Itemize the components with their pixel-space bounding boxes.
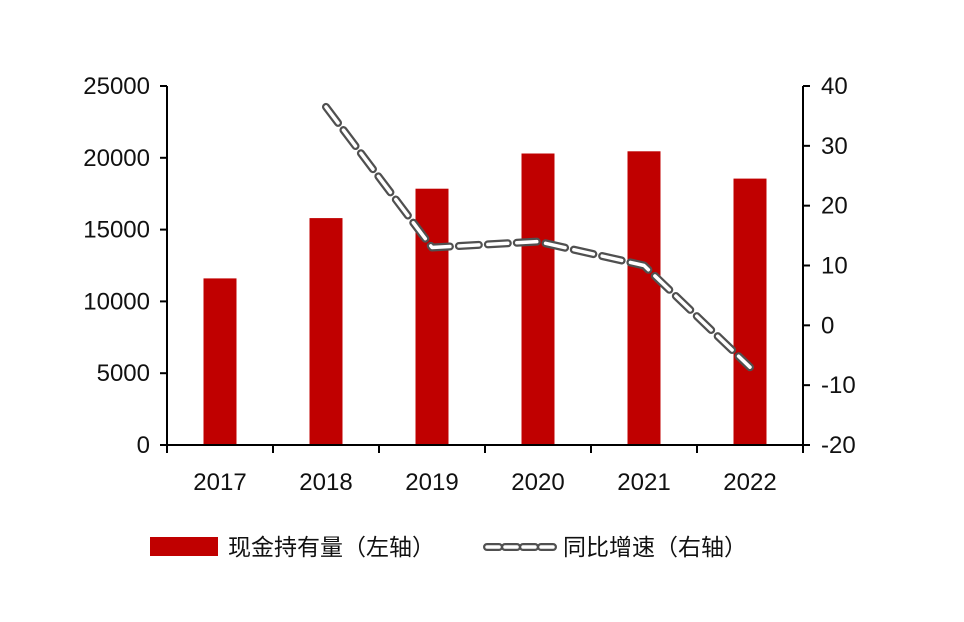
y-right-tick-label: -20 bbox=[821, 432, 856, 459]
y-right-tick-label: 0 bbox=[821, 312, 834, 339]
legend-bar-label: 现金持有量（左轴） bbox=[228, 535, 435, 561]
legend-line-label: 同比增速（右轴） bbox=[563, 535, 747, 561]
legend-bar-swatch bbox=[150, 537, 218, 556]
bar-2021 bbox=[627, 151, 661, 446]
y-right-tick-label: 10 bbox=[821, 253, 848, 280]
y-right-tick-label: -10 bbox=[821, 372, 856, 399]
y-right-tick-label: 20 bbox=[821, 193, 848, 220]
axes-group: 0 5000 10000 15000 20000 25000 -20 -10 0 10 20 30 40… bbox=[83, 73, 855, 496]
bar-group bbox=[203, 151, 767, 446]
x-tick-label: 2017 bbox=[193, 469, 246, 496]
bar-2020 bbox=[521, 153, 555, 445]
bar-2017 bbox=[203, 278, 237, 445]
x-tick-label: 2022 bbox=[723, 469, 776, 496]
bar-2022 bbox=[733, 178, 767, 445]
y-left-tick-label: 25000 bbox=[83, 73, 150, 100]
growth-line-group bbox=[322, 102, 754, 372]
x-tick-label: 2021 bbox=[617, 469, 670, 496]
y-right-tick-label: 30 bbox=[821, 133, 848, 160]
y-left-tick-label: 20000 bbox=[83, 145, 150, 172]
x-tick-label: 2018 bbox=[299, 469, 352, 496]
legend: 现金持有量（左轴） 同比增速（右轴） bbox=[150, 535, 747, 561]
bar-2018 bbox=[309, 218, 343, 445]
y-right-tick-label: 40 bbox=[821, 73, 848, 100]
y-left-tick-label: 15000 bbox=[83, 217, 150, 244]
x-tick-label: 2020 bbox=[511, 469, 564, 496]
y-left-tick-label: 10000 bbox=[83, 288, 150, 315]
x-tick-label: 2019 bbox=[405, 469, 458, 496]
y-left-tick-label: 5000 bbox=[97, 360, 150, 387]
y-left-tick-label: 0 bbox=[137, 432, 150, 459]
growth-line-inner bbox=[324, 105, 752, 369]
